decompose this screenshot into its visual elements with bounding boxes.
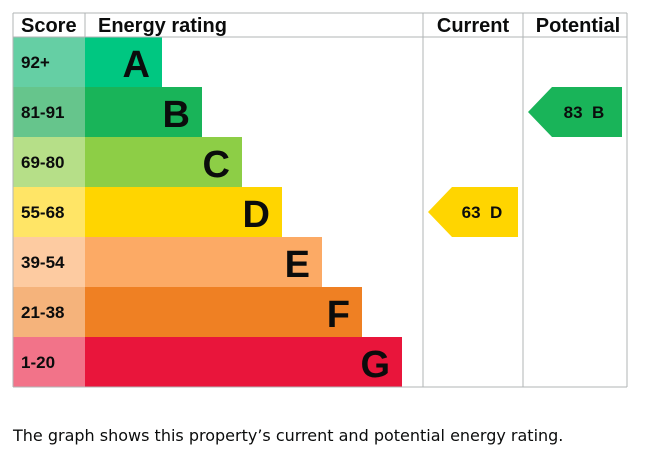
header-score: Score [21, 15, 77, 37]
band-letter-g: G [360, 344, 390, 386]
band-row-e: 39-54 E [13, 237, 322, 287]
header-current: Current [437, 15, 510, 37]
header-row: Score Energy rating Current Potential [21, 15, 620, 37]
score-cell-e [13, 237, 85, 287]
band-row-a: 92+ A [13, 37, 162, 87]
band-bar-f [85, 287, 362, 337]
band-bar-c [85, 137, 242, 187]
table-grid [12, 12, 628, 388]
score-range-f: 21-38 [21, 303, 64, 322]
current-rating-arrow-label: 63 D [462, 203, 503, 222]
band-letter-f: F [327, 294, 350, 336]
band-letter-d: D [243, 194, 270, 236]
score-cell-f [13, 287, 85, 337]
score-cell-a [13, 37, 85, 87]
score-range-d: 55-68 [21, 203, 64, 222]
score-cell-g [13, 337, 85, 387]
current-rating-arrow-shape [428, 187, 518, 237]
band-letter-c: C [203, 144, 230, 186]
score-range-e: 39-54 [21, 253, 65, 272]
band-row-f: 21-38 F [13, 287, 362, 337]
current-rating-arrow: 63 D [428, 187, 518, 237]
score-range-g: 1-20 [21, 353, 55, 372]
band-bar-d [85, 187, 282, 237]
band-letter-a: A [123, 44, 150, 86]
band-bar-b [85, 87, 202, 137]
score-range-b: 81-91 [21, 103, 64, 122]
header-energy-rating: Energy rating [98, 15, 227, 37]
score-cell-d [13, 187, 85, 237]
score-cell-b [13, 87, 85, 137]
band-letter-b: B [163, 94, 190, 136]
band-row-b: 81-91 B [13, 87, 202, 137]
band-row-d: 55-68 D [13, 187, 282, 237]
potential-rating-arrow-shape [528, 87, 622, 137]
band-bar-g [85, 337, 402, 387]
band-bar-e [85, 237, 322, 287]
score-cell-c [13, 137, 85, 187]
potential-rating-arrow: 83 B [528, 87, 622, 137]
band-letter-e: E [285, 244, 310, 286]
band-bar-a [85, 37, 162, 87]
header-potential: Potential [536, 15, 620, 37]
rating-arrows: 63 D 83 B [428, 87, 622, 237]
score-range-a: 92+ [21, 53, 50, 72]
rating-bands: 92+ A 81-91 B 69-80 C 55-68 D 39-54 E 21-38 F 1-20 G [13, 37, 402, 387]
chart-caption: The graph shows this property’s current … [13, 426, 564, 445]
potential-rating-arrow-label: 83 B [564, 103, 605, 122]
score-range-c: 69-80 [21, 153, 64, 172]
epc-rating-chart: Score Energy rating Current Potential 92… [12, 12, 628, 388]
band-row-c: 69-80 C [13, 137, 242, 187]
band-row-g: 1-20 G [13, 337, 402, 387]
